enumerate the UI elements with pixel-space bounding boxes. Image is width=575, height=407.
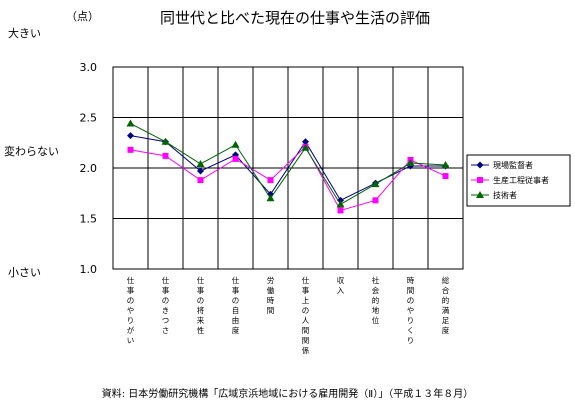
y-tick-label: 1.0 <box>80 263 98 276</box>
x-tick-label: 仕事の自由度 <box>232 275 240 335</box>
data-point-2 <box>267 177 274 184</box>
legend-label: 技術者 <box>493 190 517 200</box>
data-point-2 <box>197 177 204 184</box>
legend-marker <box>476 161 484 169</box>
x-tick-label: 総合的満足度 <box>442 275 450 335</box>
data-point-2 <box>372 197 379 204</box>
data-point-3 <box>301 143 310 151</box>
legend-marker <box>476 191 484 198</box>
y-tick-label: 2.0 <box>80 162 98 175</box>
chart-title: 同世代と比べた現在の仕事や生活の評価 <box>160 9 430 27</box>
x-tick-label: 仕事の将来性 <box>197 275 205 335</box>
side-label-bottom: 小さい <box>8 266 41 279</box>
data-point-3 <box>441 160 450 168</box>
data-point-3 <box>126 119 135 127</box>
data-point-3 <box>406 158 415 166</box>
data-point-3 <box>196 159 205 167</box>
y-tick-label: 1.5 <box>80 213 98 226</box>
x-tick-label: 社会的地位 <box>372 275 380 325</box>
data-point-1 <box>302 138 309 146</box>
data-point-3 <box>231 140 240 148</box>
series-line-2 <box>130 145 446 212</box>
data-point-1 <box>197 167 204 175</box>
data-point-3 <box>266 194 275 202</box>
legend-label: 現場監督者 <box>493 160 533 170</box>
x-tick-label: 収入 <box>337 276 345 295</box>
data-point-3 <box>336 200 345 208</box>
side-label-top: 大きい <box>8 26 41 40</box>
side-label-middle: 変わらない <box>4 144 59 158</box>
series-line-3 <box>130 123 446 206</box>
x-tick-label: 時間のやりくり <box>407 276 415 345</box>
data-point-3 <box>161 137 170 145</box>
x-tick-label: 仕事上の人間関係 <box>302 275 310 355</box>
data-point-3 <box>371 180 380 188</box>
y-tick-label: 2.5 <box>80 112 98 125</box>
x-tick-label: 労働時間 <box>267 275 275 315</box>
x-tick-label: 仕事のやりがい <box>127 275 135 345</box>
y-tick-label: 3.0 <box>80 61 98 74</box>
data-point-2 <box>162 152 169 159</box>
legend-marker <box>477 177 483 183</box>
unit-label: （点） <box>66 10 99 23</box>
legend-label: 生産工程従事者 <box>493 175 549 185</box>
data-point-2 <box>232 155 239 162</box>
data-point-2 <box>127 146 134 153</box>
series-line-1 <box>130 135 446 201</box>
x-tick-label: 仕事のきつさ <box>162 275 170 335</box>
data-point-2 <box>337 207 344 214</box>
source-note: 資料: 日本労働研究機構「広域京浜地域における雇用開発（Ⅱ）」（平成１３年８月） <box>101 389 474 400</box>
data-point-2 <box>442 173 449 180</box>
data-point-1 <box>127 132 134 140</box>
